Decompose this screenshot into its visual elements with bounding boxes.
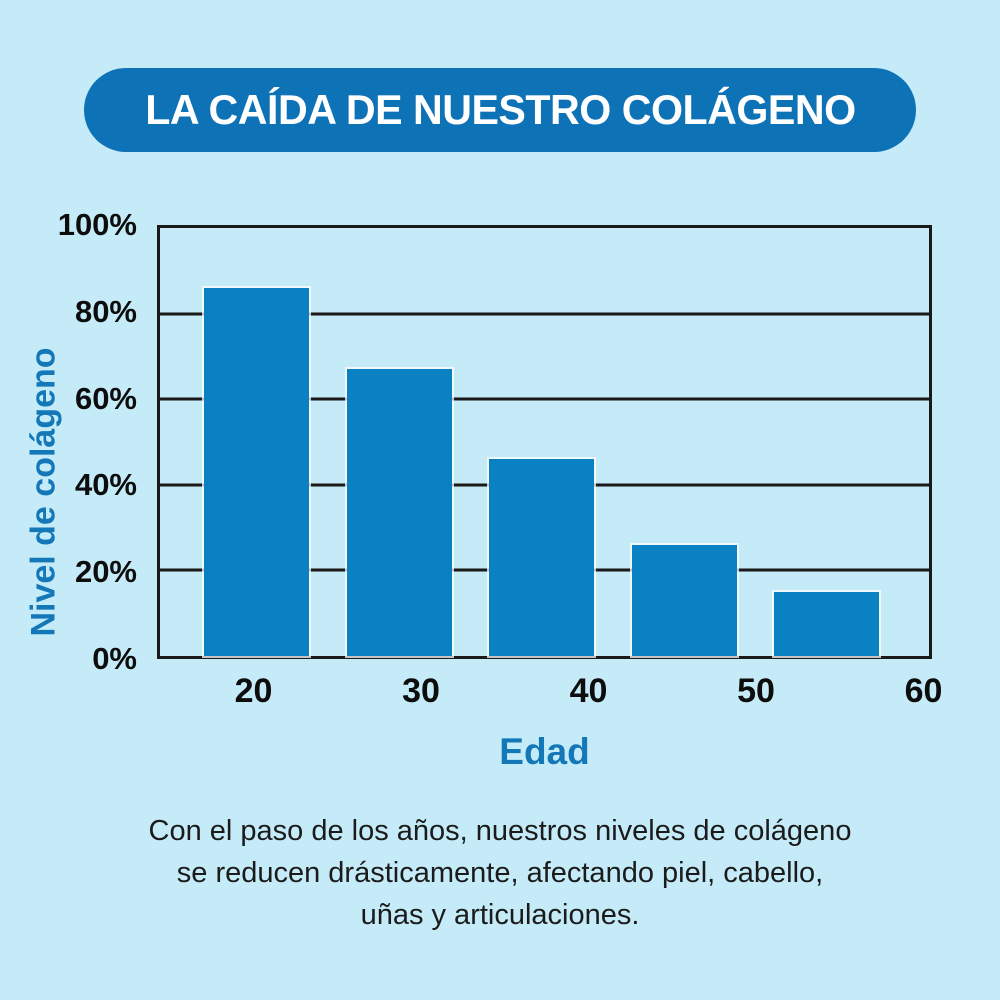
y-tick-60: 60%	[74, 380, 137, 416]
x-tick-40: 40	[569, 672, 608, 710]
x-axis-title: Edad	[499, 731, 590, 772]
y-axis-title: Nivel de colágeno	[24, 347, 63, 637]
caption-text: Con el paso de los años, nuestros nivele…	[0, 810, 1000, 936]
bar-age-40	[489, 459, 594, 656]
bar-age-50	[631, 544, 737, 656]
gridline-80	[160, 312, 929, 316]
x-tick-60: 60	[904, 672, 943, 710]
x-tick-50: 50	[737, 672, 775, 710]
chart-plot-area	[157, 225, 932, 659]
bar-age-30	[346, 369, 452, 656]
y-tick-20: 20%	[74, 554, 137, 590]
x-axis-tick-labels: 20 30 40 50 60	[157, 672, 1000, 711]
page-title: LA CAÍDA DE NUESTRO COLÁGENO	[144, 86, 856, 133]
title-banner: LA CAÍDA DE NUESTRO COLÁGENO	[84, 68, 916, 152]
y-tick-80: 80%	[74, 293, 137, 329]
caption-line: uñas y articulaciones.	[360, 899, 640, 931]
caption-line: Con el paso de los años, nuestros nivele…	[148, 815, 852, 847]
caption-line: se reducen drásticamente, afectando piel…	[176, 857, 824, 889]
x-tick-20: 20	[234, 672, 273, 710]
gridline-60	[160, 397, 929, 401]
bar-age-60	[774, 591, 879, 656]
y-axis-tick-labels: 0% 20% 40% 60% 80% 100%	[0, 207, 145, 676]
bar-age-20	[204, 287, 309, 656]
bar-series	[160, 228, 929, 656]
y-tick-0: 0%	[92, 641, 137, 676]
x-tick-30: 30	[402, 672, 440, 710]
y-tick-100: 100%	[57, 207, 137, 242]
y-tick-40: 40%	[74, 467, 137, 503]
